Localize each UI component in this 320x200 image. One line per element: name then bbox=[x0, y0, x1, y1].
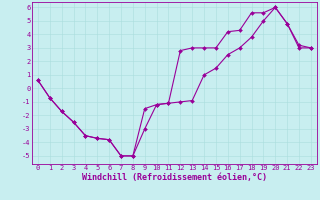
X-axis label: Windchill (Refroidissement éolien,°C): Windchill (Refroidissement éolien,°C) bbox=[82, 173, 267, 182]
